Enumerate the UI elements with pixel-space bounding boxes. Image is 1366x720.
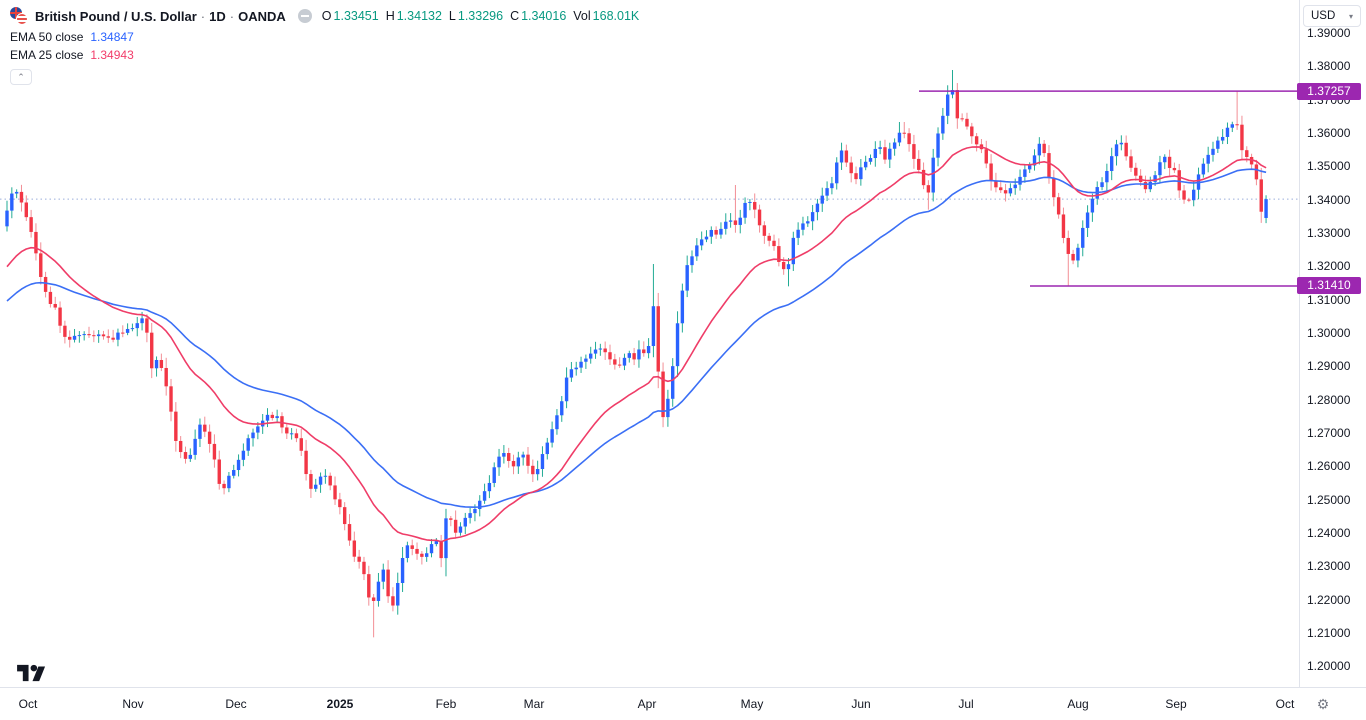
price-axis-label: 1.31000: [1307, 292, 1351, 307]
ema-50-line[interactable]: [6, 168, 1267, 508]
volume-label: Vol: [573, 9, 591, 23]
time-axis-label: Oct: [18, 697, 38, 711]
time-axis-label: Dec: [225, 697, 247, 711]
time-axis-label: Mar: [523, 697, 545, 711]
chart-pane[interactable]: [0, 0, 1299, 687]
currency-dropdown-value: USD: [1311, 10, 1336, 22]
indicator-legend-ema50[interactable]: EMA 50 close 1.34847: [10, 28, 639, 45]
timeframe-label[interactable]: 1D: [209, 8, 226, 24]
time-axis-label: Oct: [1275, 697, 1295, 711]
title-separator-1: ·: [200, 8, 206, 24]
legend-collapse-button[interactable]: ⌃: [10, 69, 32, 85]
symbol-title[interactable]: British Pound / U.S. Dollar · 1D · OANDA: [35, 9, 286, 24]
time-axis-label: Nov: [122, 697, 144, 711]
ema50-value: 1.34847: [90, 29, 134, 44]
high-value: 1.34132: [396, 9, 442, 23]
price-axis[interactable]: 1.39000 1.38000 1.37000 1.36000 1.35000 1.340…: [1297, 0, 1366, 687]
price-axis-label: 1.28000: [1307, 392, 1351, 407]
close-value: 1.34016: [521, 9, 567, 23]
low-label: L: [448, 9, 456, 23]
chevron-down-icon: ▾: [1348, 11, 1353, 21]
price-axis-label: 1.29000: [1307, 359, 1351, 374]
indicator-legend-ema25[interactable]: EMA 25 close 1.34943: [10, 46, 639, 63]
ema50-label: EMA 50 close: [10, 29, 84, 44]
price-axis-label: 1.33000: [1307, 225, 1351, 240]
price-axis-label: 1.24000: [1307, 525, 1351, 540]
price-axis-label: 1.21000: [1307, 625, 1351, 640]
time-axis-label: Sep: [1165, 697, 1187, 711]
candlestick-series: [5, 69, 1268, 638]
axis-settings-gear-icon[interactable]: ⚙: [1316, 696, 1330, 712]
price-level-badge: 1.37257: [1297, 82, 1361, 100]
chart-legend: British Pound / U.S. Dollar · 1D · OANDA O 1…: [10, 6, 639, 85]
price-axis-label: 1.23000: [1307, 559, 1351, 574]
symbol-pair-flag-icon: [10, 7, 28, 25]
ema-25-line[interactable]: [6, 146, 1267, 543]
price-axis-label: 1.39000: [1307, 26, 1351, 40]
ema25-value: 1.34943: [90, 47, 134, 62]
price-level-badge: 1.31410: [1297, 277, 1361, 295]
time-axis-label: Feb: [435, 697, 457, 711]
high-label: H: [385, 9, 395, 23]
price-axis-label: 1.20000: [1307, 659, 1351, 674]
volume-value: 168.01K: [592, 9, 640, 23]
open-label: O: [321, 9, 332, 23]
currency-dropdown[interactable]: USD ▾: [1303, 5, 1361, 27]
time-axis-label: 2025: [326, 697, 354, 711]
ema25-label: EMA 25 close: [10, 47, 84, 62]
price-axis-label: 1.36000: [1307, 125, 1351, 140]
close-label: C: [510, 9, 520, 23]
ohlc-readout: O 1.33451 H 1.34132 L 1.33296 C 1.34016 …: [322, 9, 639, 23]
symbol-name: British Pound / U.S. Dollar: [35, 8, 197, 24]
price-axis-label: 1.35000: [1307, 159, 1351, 174]
price-axis-label: 1.26000: [1307, 459, 1351, 474]
minus-circle-icon[interactable]: [297, 9, 312, 23]
price-axis-label: 1.32000: [1307, 259, 1351, 274]
time-axis-label: Jun: [851, 697, 871, 711]
time-axis-label: May: [740, 697, 764, 711]
price-axis-label: 1.27000: [1307, 425, 1351, 440]
price-axis-label: 1.22000: [1307, 592, 1351, 607]
time-axis-label: Jul: [958, 697, 974, 711]
price-axis-label: 1.38000: [1307, 59, 1351, 74]
time-axis[interactable]: ⚙ Oct Nov Dec 2025 Feb Mar Apr May Jun Jul Aug Sep O…: [0, 687, 1366, 720]
price-axis-label: 1.34000: [1307, 192, 1351, 207]
title-separator-2: ·: [229, 8, 235, 24]
low-value: 1.33296: [457, 9, 504, 23]
time-axis-label: Apr: [637, 697, 657, 711]
tradingview-logo[interactable]: [16, 664, 46, 682]
price-axis-label: 1.30000: [1307, 325, 1351, 340]
exchange-label: OANDA: [238, 8, 286, 24]
time-axis-label: Aug: [1067, 697, 1089, 711]
open-value: 1.33451: [333, 9, 379, 23]
price-axis-label: 1.25000: [1307, 492, 1351, 507]
